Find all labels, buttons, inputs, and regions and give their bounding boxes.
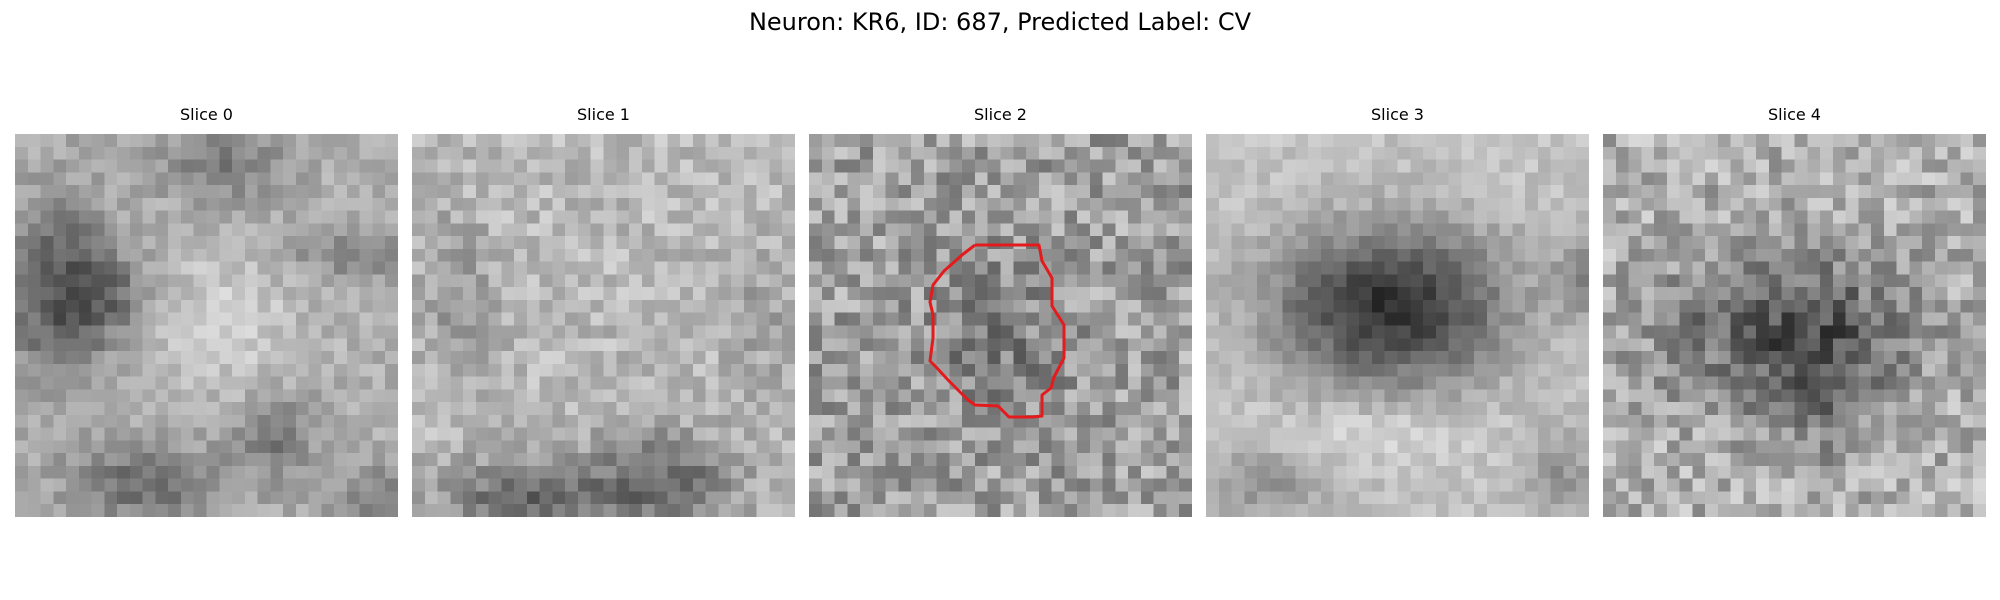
- slice-panel-3: Slice 3: [1206, 105, 1589, 517]
- slice-title-0: Slice 0: [180, 105, 233, 124]
- figure-title: Neuron: KR6, ID: 687, Predicted Label: C…: [748, 8, 1252, 36]
- slice-image-2: [809, 134, 1192, 517]
- slice-title-4: Slice 4: [1768, 105, 1821, 124]
- slice-panel-1: Slice 1: [412, 105, 795, 517]
- slice-image-4: [1603, 134, 1986, 517]
- slice-image-0: [15, 134, 398, 517]
- slice-title-1: Slice 1: [577, 105, 630, 124]
- slice-panel-4: Slice 4: [1603, 105, 1986, 517]
- slice-panel-0: Slice 0: [15, 105, 398, 517]
- slice-panel-2: Slice 2: [809, 105, 1192, 517]
- slice-image-1: [412, 134, 795, 517]
- slice-title-2: Slice 2: [974, 105, 1027, 124]
- slice-image-3: [1206, 134, 1589, 517]
- slice-title-3: Slice 3: [1371, 105, 1424, 124]
